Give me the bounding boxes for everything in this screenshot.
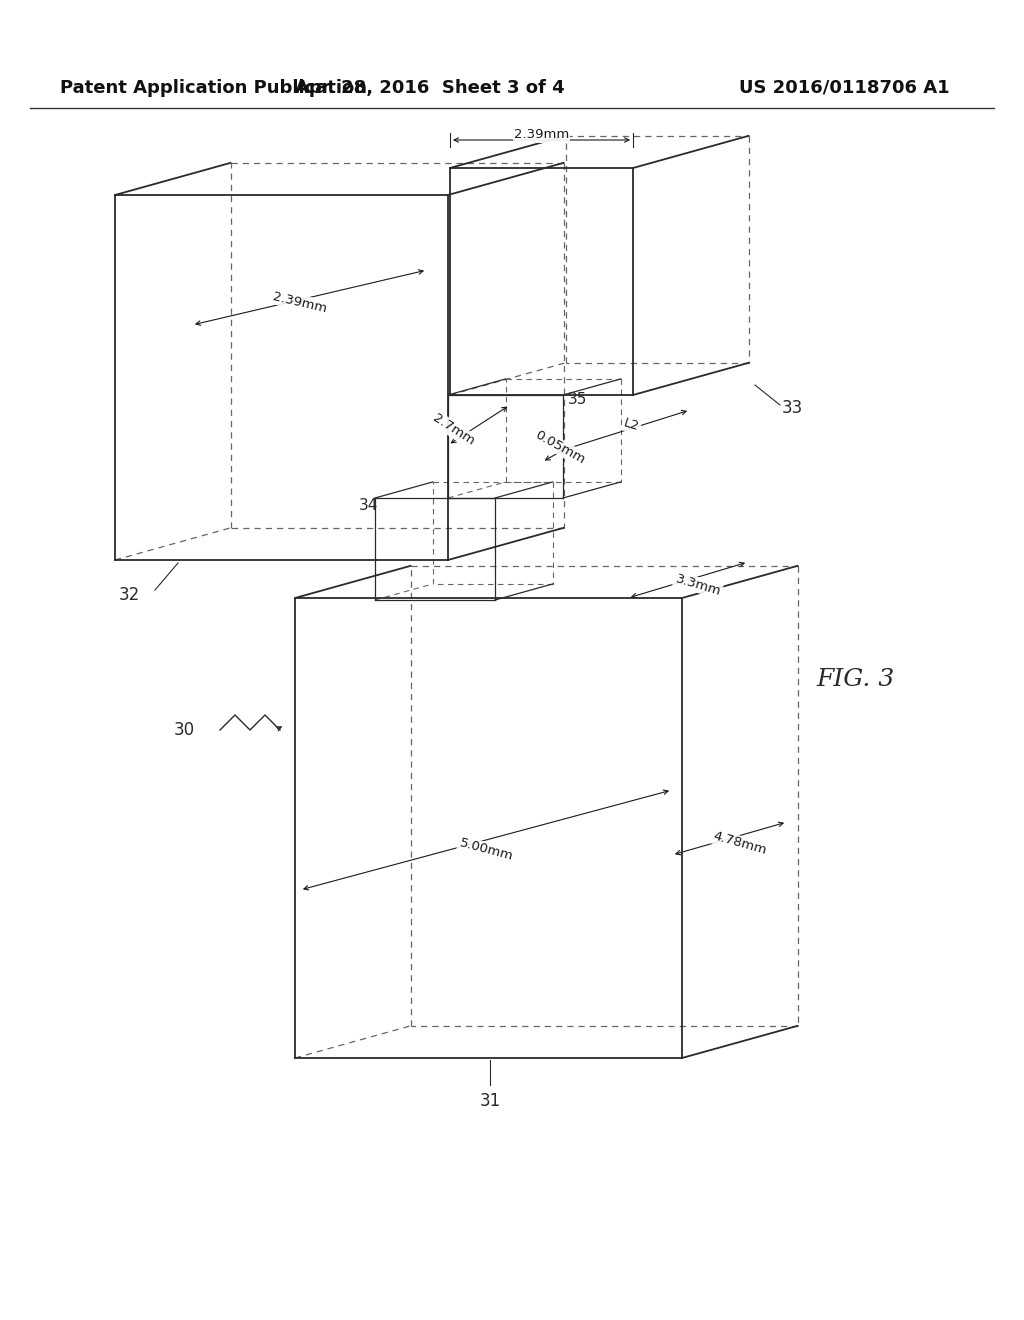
- Text: 33: 33: [782, 399, 803, 417]
- Text: 3.3mm: 3.3mm: [674, 572, 722, 598]
- Text: Apr. 28, 2016  Sheet 3 of 4: Apr. 28, 2016 Sheet 3 of 4: [295, 79, 565, 96]
- Text: 0.05mm: 0.05mm: [532, 428, 587, 466]
- Text: 35: 35: [568, 392, 588, 408]
- Text: 32: 32: [119, 586, 140, 605]
- Text: 5.00mm: 5.00mm: [458, 837, 514, 863]
- Text: US 2016/0118706 A1: US 2016/0118706 A1: [739, 79, 950, 96]
- Text: 34: 34: [358, 498, 378, 512]
- Text: L2: L2: [622, 416, 641, 433]
- Text: Patent Application Publication: Patent Application Publication: [60, 79, 367, 96]
- Text: 2.39mm: 2.39mm: [271, 290, 328, 315]
- Text: 2.7mm: 2.7mm: [431, 412, 477, 449]
- Text: 31: 31: [479, 1092, 501, 1110]
- Text: 4.78mm: 4.78mm: [712, 830, 768, 858]
- Text: 2.39mm: 2.39mm: [514, 128, 569, 141]
- Text: 30: 30: [174, 721, 195, 739]
- Text: FIG. 3: FIG. 3: [816, 668, 894, 692]
